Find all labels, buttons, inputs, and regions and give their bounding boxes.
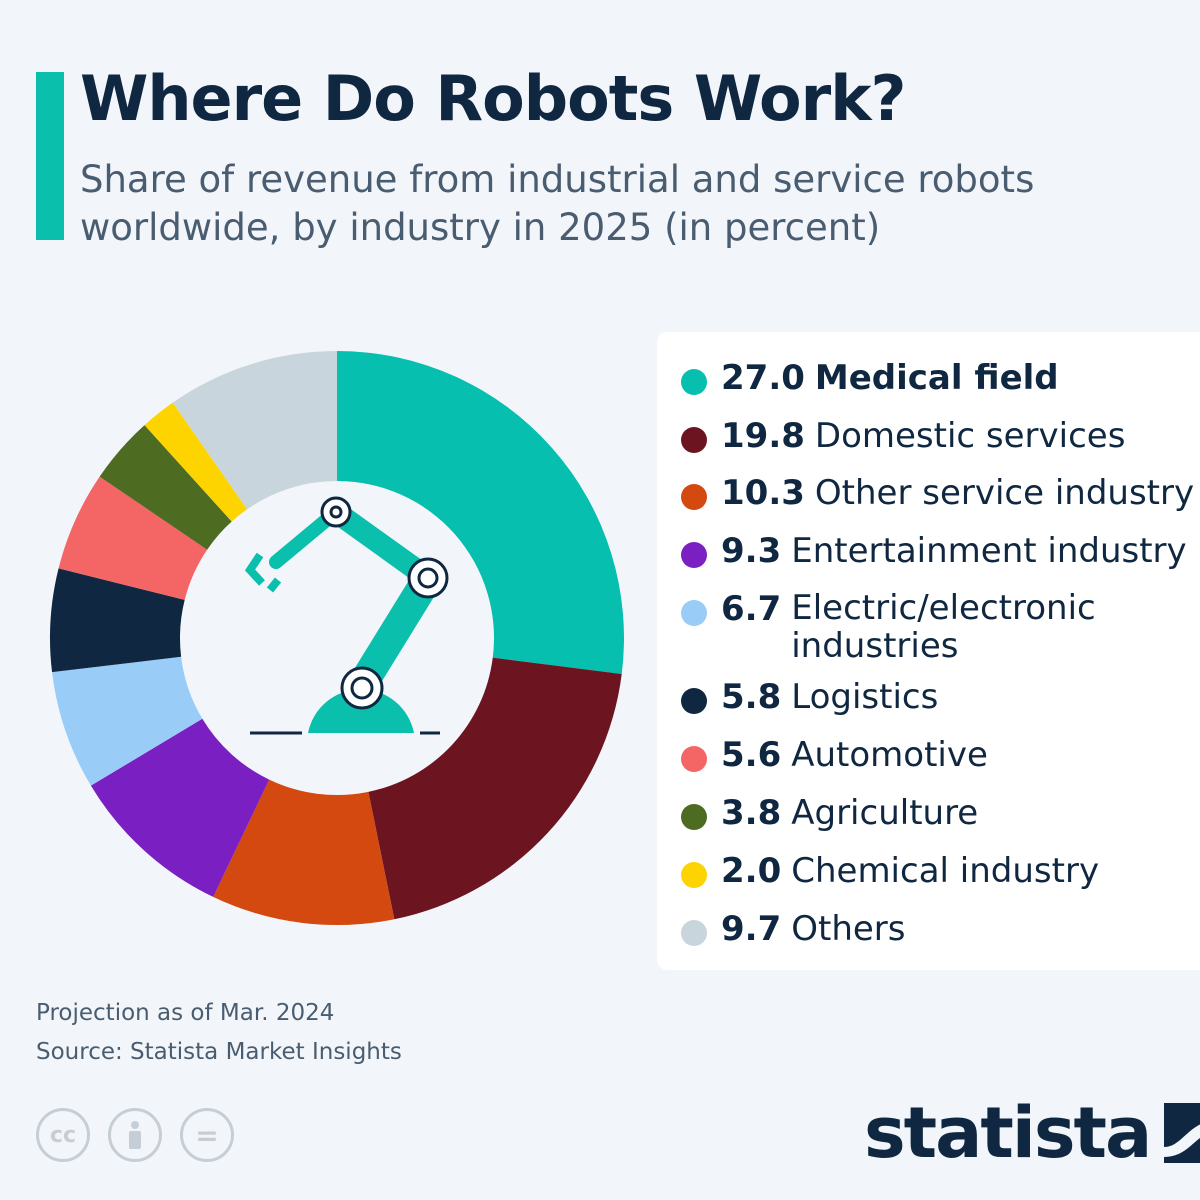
legend-item: 6.7 Electric/electronic industries xyxy=(681,588,1096,666)
legend-dot-icon xyxy=(681,920,707,946)
slice-chemical-industry xyxy=(144,402,248,522)
page-title: Where Do Robots Work? xyxy=(80,62,906,135)
legend-item: 19.8 Domestic services xyxy=(681,416,1125,456)
legend-value: 27.0 xyxy=(721,358,805,398)
slice-entertainment-industry xyxy=(90,718,270,897)
slice-logistics xyxy=(50,568,185,673)
legend-value: 3.8 xyxy=(721,793,782,833)
legend-dot-icon xyxy=(681,542,707,568)
legend-item: 3.8 Agriculture xyxy=(681,793,978,833)
slice-electric-electronic-industries xyxy=(52,656,203,786)
legend-value: 10.3 xyxy=(721,473,805,513)
slice-agriculture xyxy=(99,425,232,550)
legend-label: Medical field xyxy=(814,358,1059,398)
legend-dot-icon xyxy=(681,804,707,830)
legend-dot-icon xyxy=(681,369,707,395)
legend-label: Automotive xyxy=(791,735,988,775)
legend-dot-icon xyxy=(681,484,707,510)
legend-value: 19.8 xyxy=(721,416,805,456)
page-subtitle: Share of revenue from industrial and ser… xyxy=(80,158,1035,249)
legend-dot-icon xyxy=(681,746,707,772)
legend-label: Electric/electronic industries xyxy=(791,588,1096,666)
legend: 27.0 Medical field 19.8 Domestic services 10… xyxy=(657,332,1200,970)
legend-label: Entertainment industry xyxy=(791,531,1187,571)
projection-note: Projection as of Mar. 2024 xyxy=(36,1000,335,1026)
slice-medical-field xyxy=(337,351,624,674)
nd-icon[interactable]: = xyxy=(180,1108,234,1162)
legend-item: 5.6 Automotive xyxy=(681,735,988,775)
statista-logo[interactable]: statista xyxy=(864,1092,1200,1174)
slice-automotive xyxy=(58,476,208,600)
legend-dot-icon xyxy=(681,862,707,888)
accent-bar xyxy=(36,72,64,240)
legend-value: 6.7 xyxy=(721,589,782,629)
logo-text: statista xyxy=(864,1092,1152,1174)
legend-label: Other service industry xyxy=(814,473,1195,513)
legend-label: Domestic services xyxy=(814,416,1126,456)
legend-label: Agriculture xyxy=(791,793,979,833)
legend-label: Logistics xyxy=(791,677,939,717)
slice-others xyxy=(172,351,337,510)
legend-value: 2.0 xyxy=(721,851,782,891)
legend-value: 5.8 xyxy=(721,677,782,717)
legend-value: 5.6 xyxy=(721,735,782,775)
robot-arm-icon xyxy=(244,496,449,735)
legend-dot-icon xyxy=(681,688,707,714)
legend-dot-icon xyxy=(681,427,707,453)
legend-label: Others xyxy=(791,909,906,949)
legend-item: 5.8 Logistics xyxy=(681,677,938,717)
legend-item: 2.0 Chemical industry xyxy=(681,851,1099,891)
source-note: Source: Statista Market Insights xyxy=(36,1039,402,1065)
by-icon[interactable] xyxy=(108,1108,162,1162)
slice-domestic-services xyxy=(368,657,622,920)
legend-item: 27.0 Medical field xyxy=(681,358,1059,398)
person-icon xyxy=(129,1121,141,1149)
legend-dot-icon xyxy=(681,600,707,626)
statista-logo-mark-icon xyxy=(1164,1103,1200,1163)
legend-value: 9.7 xyxy=(721,909,782,949)
cc-icon[interactable]: cc xyxy=(36,1108,90,1162)
legend-value: 9.3 xyxy=(721,531,782,571)
slice-other-service-industry xyxy=(213,779,395,925)
legend-item: 9.3 Entertainment industry xyxy=(681,531,1187,571)
legend-item: 10.3 Other service industry xyxy=(681,473,1194,513)
donut-chart xyxy=(50,351,624,925)
legend-item: 9.7 Others xyxy=(681,909,906,949)
legend-label: Chemical industry xyxy=(791,851,1100,891)
